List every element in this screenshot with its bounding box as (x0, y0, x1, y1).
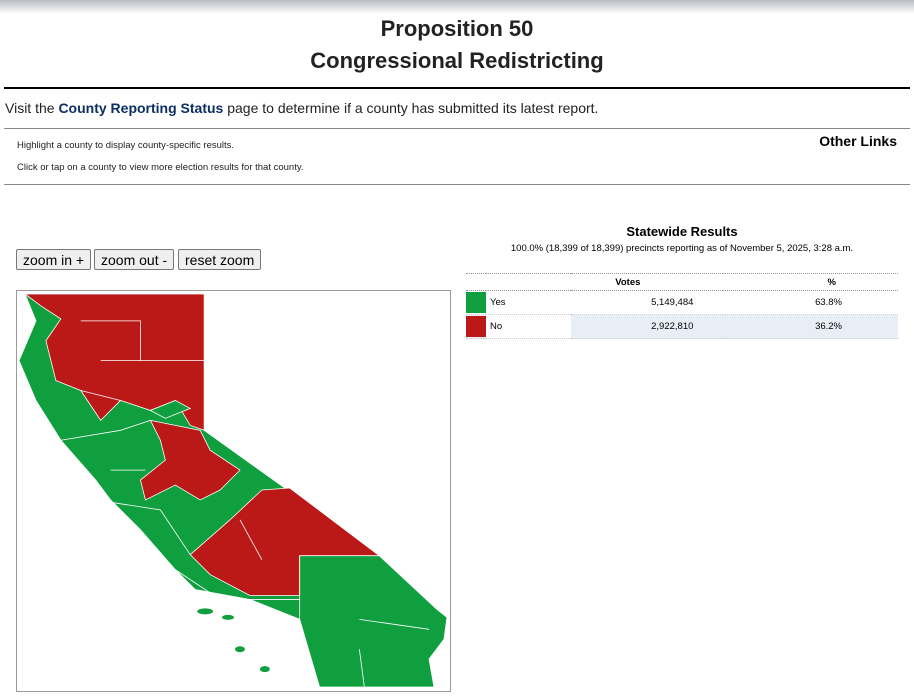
top-bar (0, 0, 914, 14)
results-status: 100.0% (18,399 of 18,399) precincts repo… (510, 243, 854, 254)
reset-zoom-button[interactable]: reset zoom (178, 249, 262, 270)
results-table: Votes % Yes 5,149,484 63.8% No 2,922,810… (466, 273, 898, 339)
swatch-cell (466, 314, 486, 339)
divider (4, 87, 910, 89)
county-map[interactable] (16, 290, 451, 692)
header-row: Votes % (466, 273, 898, 291)
page-title: Proposition 50 (380, 16, 534, 41)
county-region[interactable] (149, 400, 192, 419)
percent-header: % (723, 273, 898, 291)
county-region[interactable] (140, 419, 241, 501)
votes-header: Votes (466, 273, 724, 291)
islands (197, 608, 270, 673)
swatch (466, 292, 486, 313)
intro-text: page to determine if a county has submit… (223, 100, 599, 116)
intro: Visit the County Reporting Status page t… (5, 100, 598, 116)
instruction: Highlight a county to display county-spe… (17, 140, 235, 151)
result-row[interactable]: No 2,922,810 36.2% (466, 314, 898, 339)
other-links[interactable]: Other Links (819, 133, 897, 149)
county-status-link[interactable]: County Reporting Status (58, 100, 224, 116)
votes: 2,922,810 (571, 314, 724, 339)
results-title: Statewide Results (626, 224, 738, 239)
choice: No (486, 314, 571, 339)
intro-text: Visit the (5, 100, 59, 116)
county-region[interactable] (23, 293, 205, 431)
county-borders (60, 320, 430, 688)
page-subtitle: Congressional Redistricting (310, 48, 604, 73)
swatch (466, 316, 486, 337)
percent: 63.8% (723, 290, 898, 315)
county-region[interactable] (189, 487, 381, 596)
percent: 36.2% (723, 314, 898, 339)
votes: 5,149,484 (571, 290, 724, 315)
divider (4, 184, 910, 185)
instruction: Click or tap on a county to view more el… (17, 162, 304, 173)
zoom-out-button[interactable]: zoom out - (94, 249, 175, 270)
divider (4, 128, 910, 129)
zoom-in-button[interactable]: zoom in + (16, 249, 92, 270)
result-row[interactable]: Yes 5,149,484 63.8% (466, 290, 898, 315)
choice: Yes (486, 290, 571, 315)
swatch-cell (466, 290, 486, 315)
votes-header-text: Votes (615, 276, 641, 288)
